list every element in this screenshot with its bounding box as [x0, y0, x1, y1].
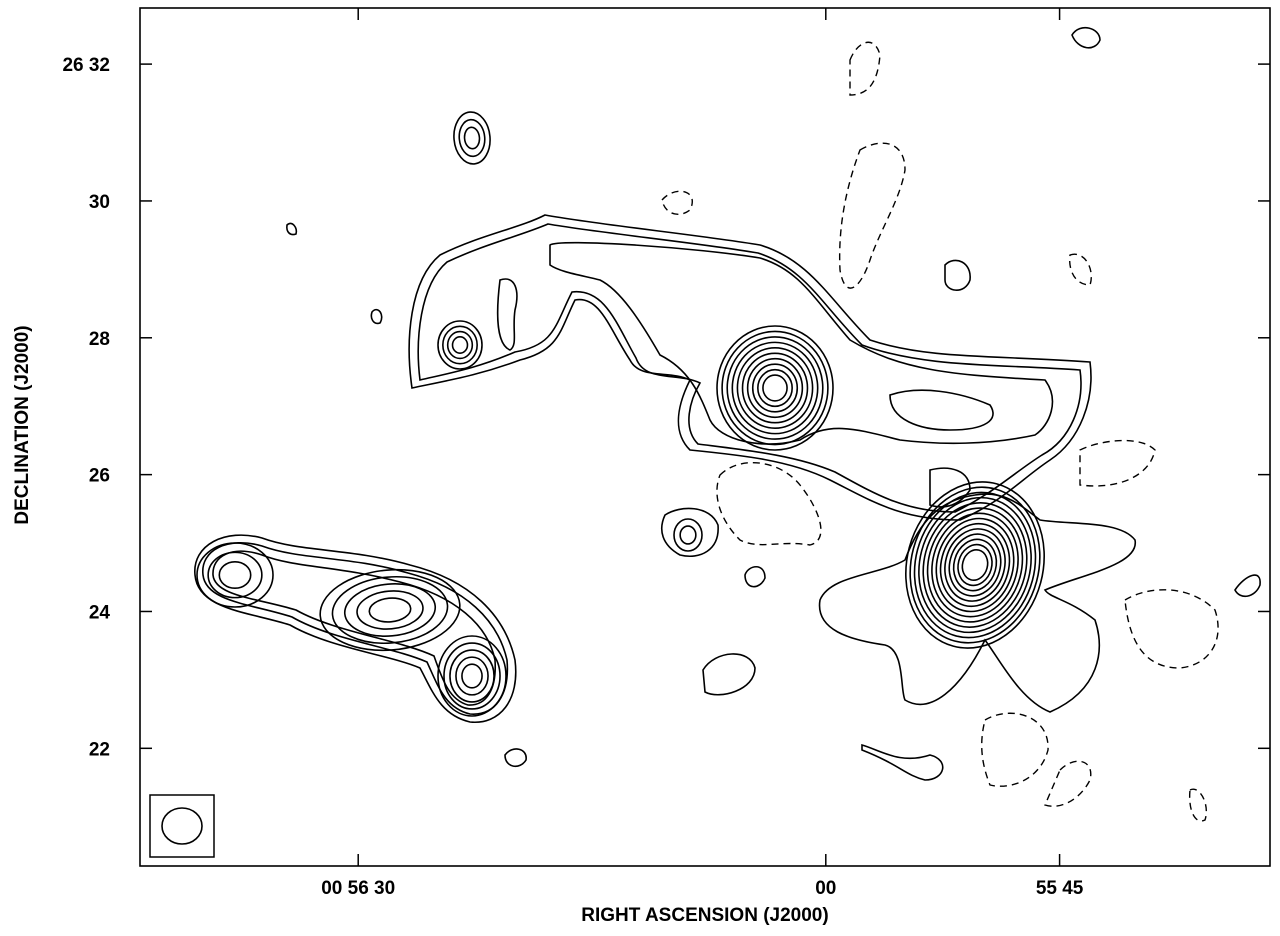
- contour: [549, 241, 1054, 445]
- contour: [736, 347, 814, 429]
- contour: [451, 336, 469, 354]
- x-tick-label: 55 45: [1036, 878, 1084, 899]
- contour-negative: [1124, 589, 1219, 669]
- contour: [961, 549, 989, 581]
- y-tick-label: 28: [89, 329, 110, 350]
- contour: [744, 565, 766, 588]
- contour: [913, 491, 1037, 639]
- contour: [196, 542, 274, 608]
- contour: [218, 560, 252, 590]
- contour: [437, 635, 507, 717]
- contour: [453, 111, 491, 165]
- contour: [944, 259, 971, 291]
- contour: [496, 278, 518, 351]
- contour: [461, 663, 483, 689]
- contour: [861, 743, 944, 781]
- x-tick-label: 00: [815, 878, 836, 899]
- contour: [446, 330, 474, 360]
- contour: [442, 325, 478, 365]
- y-tick-label: 24: [89, 602, 111, 623]
- contour: [408, 214, 1092, 521]
- contour-negative: [849, 41, 881, 96]
- contours: [149, 26, 1261, 858]
- contour-negative: [1079, 439, 1156, 487]
- contour: [212, 550, 496, 706]
- contour: [922, 502, 1028, 628]
- contour: [741, 352, 809, 424]
- contour: [721, 330, 829, 446]
- contour-negative: [981, 712, 1049, 787]
- contour: [905, 481, 1045, 649]
- contour: [661, 507, 719, 557]
- contour: [757, 368, 793, 408]
- x-tick-label: 00 56 30: [321, 878, 395, 899]
- contour: [926, 507, 1024, 623]
- beam-box: [149, 794, 215, 858]
- y-tick-label: 26: [89, 466, 110, 487]
- contour: [952, 538, 998, 592]
- beam: [161, 807, 203, 845]
- contour-negative: [1068, 253, 1092, 286]
- contour: [443, 642, 501, 710]
- contour: [762, 374, 788, 402]
- contour: [944, 528, 1006, 602]
- contour: [207, 551, 263, 599]
- contour: [931, 512, 1019, 618]
- contour: [939, 522, 1011, 608]
- contour: [286, 222, 298, 236]
- contour: [356, 590, 424, 630]
- contour: [818, 493, 1136, 713]
- contour: [370, 308, 383, 325]
- contour: [731, 341, 819, 435]
- contour-negative: [716, 462, 822, 546]
- y-tick-label: 22: [89, 739, 110, 760]
- y-tick-label: 30: [89, 192, 110, 213]
- contour: [449, 649, 495, 703]
- plot-frame: [139, 7, 1271, 867]
- contour: [726, 336, 824, 440]
- contour: [504, 748, 527, 768]
- contour: [194, 534, 517, 723]
- contour-negative: [1044, 760, 1092, 807]
- contour: [909, 486, 1041, 644]
- contour: [458, 118, 486, 158]
- contour: [437, 320, 483, 370]
- contour: [746, 357, 804, 419]
- contour: [319, 568, 461, 652]
- contour: [918, 496, 1032, 634]
- contour: [417, 223, 1082, 513]
- contour: [716, 325, 834, 451]
- y-axis-title: DECLINATION (J2000): [12, 325, 33, 524]
- contour: [751, 363, 799, 413]
- contour-negative: [838, 142, 906, 289]
- contour: [1071, 26, 1101, 49]
- contour: [702, 653, 756, 696]
- contour: [1234, 574, 1261, 598]
- contour: [935, 517, 1015, 613]
- contour: [679, 525, 697, 545]
- contour: [463, 126, 481, 150]
- contour: [889, 389, 994, 431]
- contour-negative: [661, 190, 693, 216]
- contour: [673, 518, 703, 552]
- contour: [948, 533, 1002, 597]
- x-axis-title: RIGHT ASCENSION (J2000): [581, 905, 828, 926]
- contour: [957, 543, 993, 587]
- y-tick-label: 26 32: [62, 55, 110, 76]
- contour: [455, 656, 489, 696]
- contour: [368, 597, 412, 623]
- contour-negative: [1188, 788, 1207, 822]
- contour: [343, 583, 437, 637]
- contour: [331, 575, 449, 645]
